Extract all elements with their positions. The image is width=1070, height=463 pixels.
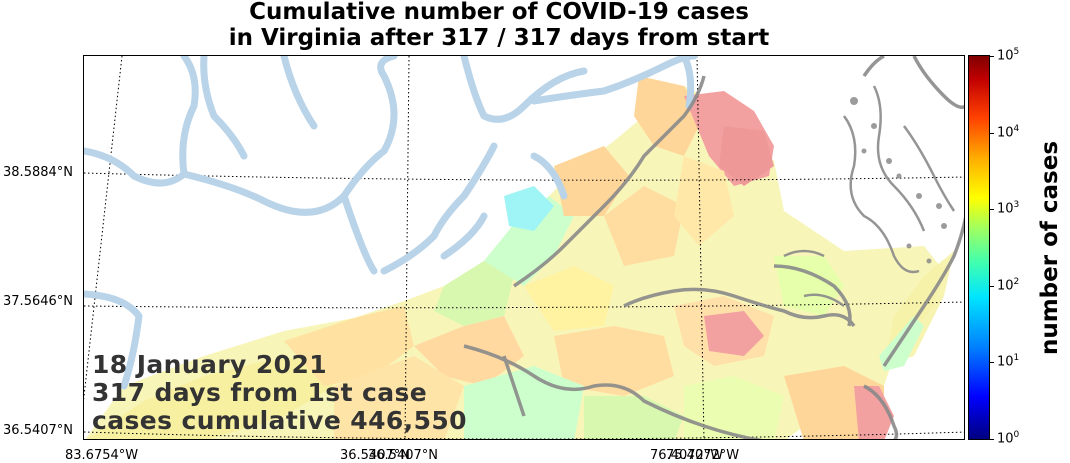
virginia-map — [84, 56, 964, 439]
county-patch — [684, 376, 784, 439]
county-patch — [674, 156, 734, 246]
lon-label: 83.6754°W — [65, 448, 139, 463]
lon-label: 75.4072°W — [666, 448, 740, 463]
colorbar-tick-label: 102 — [997, 276, 1020, 294]
graticule — [84, 56, 964, 439]
county-patch — [484, 196, 574, 286]
county-patch — [554, 326, 674, 396]
bay-coastline — [783, 85, 956, 308]
islands — [850, 97, 947, 264]
colorbar-tick-label: 100 — [997, 430, 1020, 447]
colorbar — [968, 55, 990, 440]
colorbar-tick — [990, 439, 994, 440]
chart-title-line-2: in Virginia after 317 / 317 days from st… — [228, 25, 770, 51]
colorbar-tick — [990, 56, 994, 57]
county-patch — [434, 261, 514, 326]
colorbar-title: number of cases — [1037, 140, 1063, 356]
county-patch — [854, 386, 894, 439]
lon-label: 36.5407°N — [368, 448, 438, 463]
lat-label: 37.5646°N — [3, 294, 73, 309]
colorbar-tick-label: 105 — [997, 47, 1020, 64]
county-patch — [524, 266, 614, 331]
overlay-cases: cases cumulative 446,550 — [92, 406, 467, 435]
map-plot-area — [83, 55, 965, 440]
colorbar-tick-label: 104 — [997, 123, 1020, 140]
colorbar-tick — [990, 209, 994, 211]
lon-label: 76.4072°W — [650, 448, 724, 463]
colorbar-tick-label: 103 — [997, 200, 1020, 217]
colorbar-tick-label: 101 — [997, 353, 1020, 370]
county-patch — [284, 306, 414, 386]
colorbar-tick — [990, 362, 994, 364]
county-patch — [774, 256, 844, 316]
overlay-date: 18 January 2021 — [92, 350, 328, 379]
county-patch — [504, 186, 554, 231]
lat-label: 36.5407°N — [3, 423, 73, 438]
lon-label: 36.5407°N — [340, 448, 410, 463]
county-patch — [414, 316, 524, 386]
colorbar-tick — [990, 285, 994, 287]
county-patch — [704, 311, 764, 356]
overlay-days: 317 days from 1st case — [92, 378, 428, 407]
chart-title-line-1: Cumulative number of COVID-19 cases — [249, 0, 749, 25]
lat-label: 38.5884°N — [3, 165, 73, 180]
borders — [463, 56, 964, 439]
county-patch — [719, 126, 774, 186]
county-patch — [334, 356, 464, 439]
rivers — [84, 56, 698, 390]
colorbar-tick — [990, 132, 994, 134]
county-patch — [87, 356, 334, 439]
county-patch — [604, 186, 684, 266]
